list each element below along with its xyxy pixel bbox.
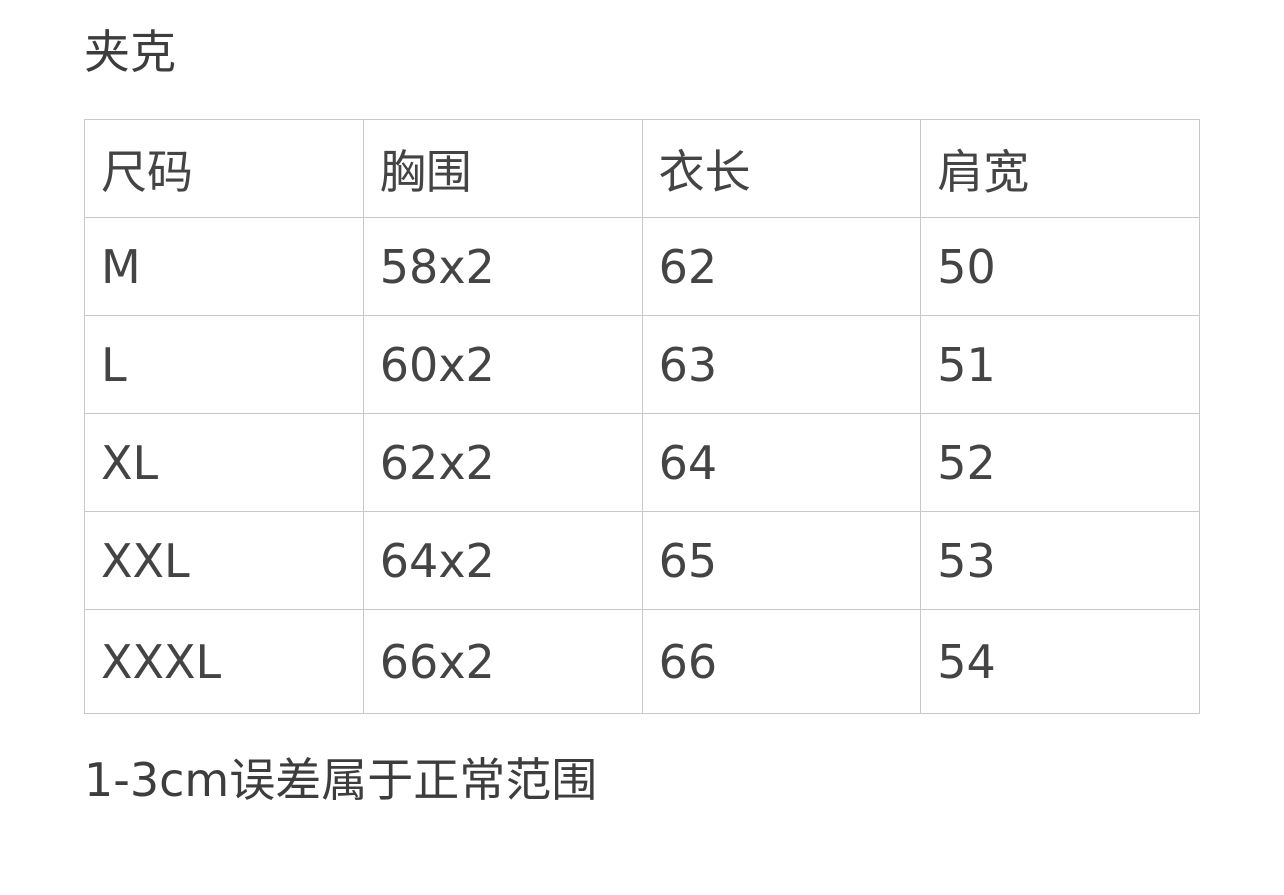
table-cell: 60x2 xyxy=(362,315,643,414)
table-row: XL 62x2 64 52 xyxy=(84,413,1200,512)
table-cell: 58x2 xyxy=(362,217,643,316)
table-cell: 63 xyxy=(641,315,922,414)
tolerance-note: 1-3cm误差属于正常范围 xyxy=(84,753,598,807)
table-cell: 62 xyxy=(641,217,922,316)
table-cell: 50 xyxy=(920,217,1200,316)
page-title: 夹克 xyxy=(84,25,176,79)
size-table: 尺码 胸围 衣长 肩宽 M 58x2 62 50 L 60x2 63 51 XL 62x2 64 52… xyxy=(84,119,1200,714)
table-row: XXL 64x2 65 53 xyxy=(84,511,1200,610)
table-cell: 66x2 xyxy=(362,609,643,714)
table-row: L 60x2 63 51 xyxy=(84,315,1200,414)
table-header-row: 尺码 胸围 衣长 肩宽 xyxy=(84,119,1200,218)
header-cell: 肩宽 xyxy=(920,119,1200,218)
header-cell: 尺码 xyxy=(84,119,364,218)
header-cell: 胸围 xyxy=(362,119,643,218)
header-cell: 衣长 xyxy=(641,119,922,218)
table-cell: XXL xyxy=(84,511,364,610)
table-cell: 65 xyxy=(641,511,922,610)
table-row: M 58x2 62 50 xyxy=(84,217,1200,316)
table-cell: 62x2 xyxy=(362,413,643,512)
table-cell: XL xyxy=(84,413,364,512)
table-cell: 64x2 xyxy=(362,511,643,610)
table-row: XXXL 66x2 66 54 xyxy=(84,609,1200,714)
table-cell: 51 xyxy=(920,315,1200,414)
table-cell: 53 xyxy=(920,511,1200,610)
table-cell: 52 xyxy=(920,413,1200,512)
table-cell: M xyxy=(84,217,364,316)
table-cell: 54 xyxy=(920,609,1200,714)
table-cell: XXXL xyxy=(84,609,364,714)
table-cell: 64 xyxy=(641,413,922,512)
table-cell: 66 xyxy=(641,609,922,714)
table-cell: L xyxy=(84,315,364,414)
